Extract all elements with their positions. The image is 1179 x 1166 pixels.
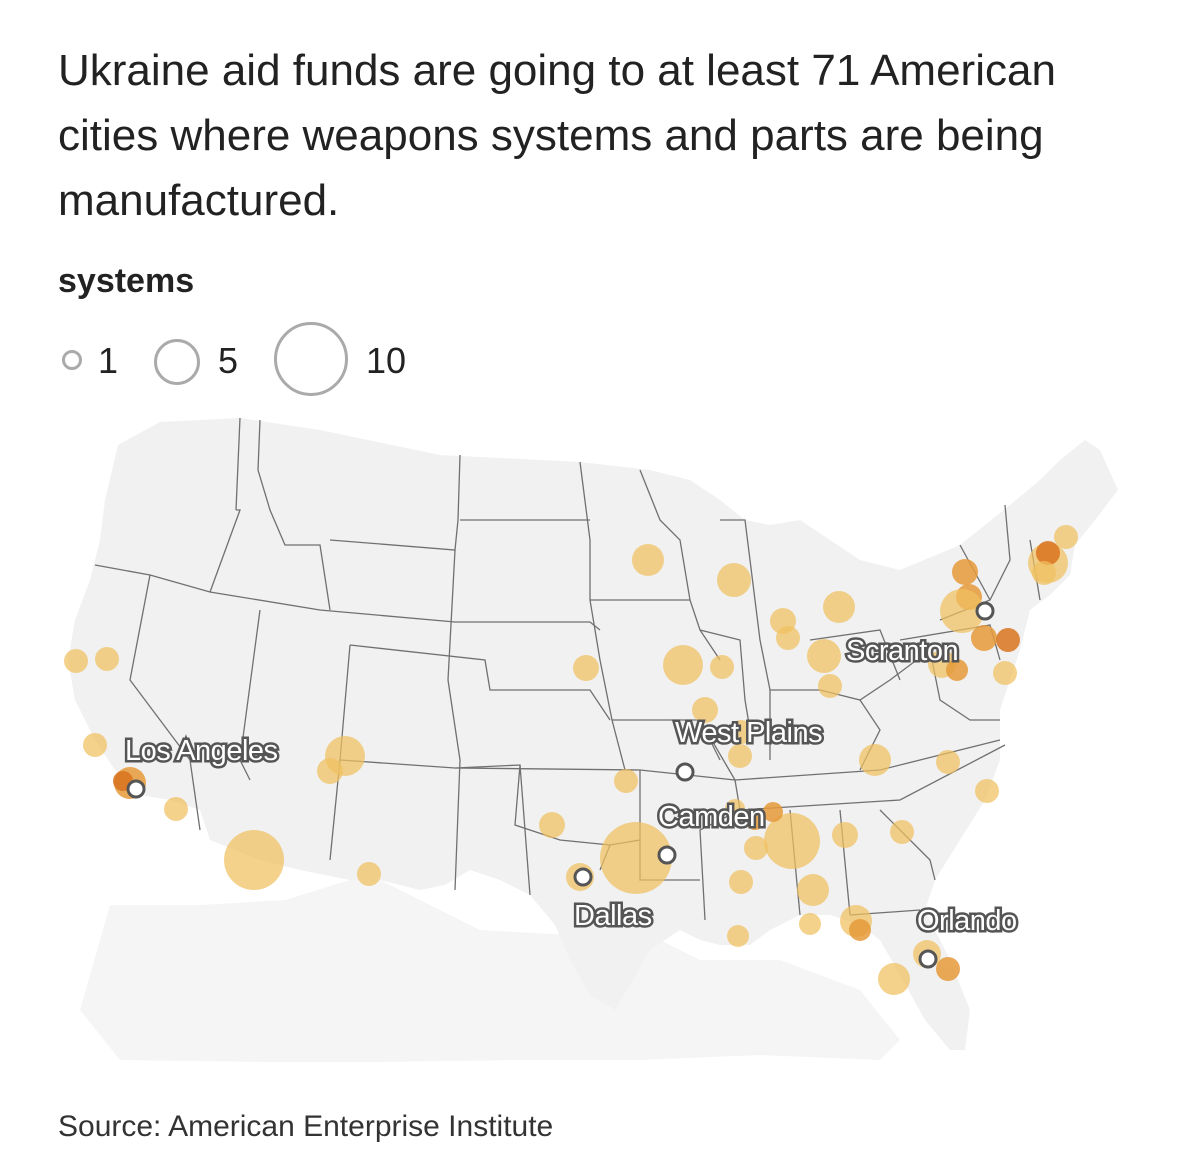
city-bubble <box>859 744 891 776</box>
city-bubble <box>357 862 381 886</box>
city-bubble <box>940 589 984 633</box>
city-bubble <box>1054 525 1078 549</box>
city-bubble <box>710 655 734 679</box>
us-land <box>68 418 1118 1050</box>
label-dallas: Dallas <box>574 900 652 932</box>
city-bubble <box>849 919 871 941</box>
marker-orlando <box>918 949 938 969</box>
city-bubble <box>993 661 1017 685</box>
city-bubble <box>818 674 842 698</box>
city-bubble <box>971 625 997 651</box>
legend-label-1: 1 <box>98 340 119 381</box>
city-bubbles <box>64 525 1078 995</box>
city-bubble <box>764 813 820 869</box>
city-bubble <box>1036 541 1060 565</box>
mexico-land <box>80 880 900 1062</box>
marker-west-plains <box>675 762 695 782</box>
city-bubble <box>763 802 783 822</box>
legend-circle-5 <box>154 339 200 385</box>
city-bubble <box>725 799 745 819</box>
label-west-plains: West Plains <box>675 717 822 749</box>
city-bubble <box>728 744 752 768</box>
city-bubble <box>95 647 119 671</box>
city-bubble <box>729 870 753 894</box>
label-orlando: Orlando <box>917 905 1017 937</box>
city-bubble <box>224 830 284 890</box>
city-bubble <box>946 659 968 681</box>
city-bubble <box>878 963 910 995</box>
headline: Ukraine aid funds are going to at least … <box>58 46 1056 225</box>
city-bubble <box>890 820 914 844</box>
city-bubble <box>614 769 638 793</box>
highlighted-markers <box>126 601 995 969</box>
marker-los-angeles <box>126 779 146 799</box>
city-labels: Los Angeles Scranton West Plains Camden … <box>123 633 1020 940</box>
city-bubble <box>936 957 960 981</box>
city-bubble <box>744 836 768 860</box>
city-bubble <box>975 779 999 803</box>
city-bubble <box>164 797 188 821</box>
city-bubble <box>952 559 978 585</box>
city-bubble <box>797 874 829 906</box>
city-bubble <box>317 758 343 784</box>
city-bubble <box>936 750 960 774</box>
city-bubble <box>729 720 753 744</box>
city-bubble <box>727 925 749 947</box>
marker-dallas <box>573 867 593 887</box>
city-bubble <box>663 645 703 685</box>
city-bubble <box>83 733 107 757</box>
city-bubble <box>600 822 672 894</box>
city-bubble <box>539 812 565 838</box>
city-bubble <box>1032 561 1056 585</box>
label-camden: Camden <box>658 801 765 833</box>
legend-circle-10 <box>274 322 348 396</box>
city-bubble <box>573 655 599 681</box>
city-bubble <box>996 628 1020 652</box>
label-los-angeles: Los Angeles <box>125 735 278 767</box>
city-bubble <box>832 822 858 848</box>
size-legend: 1 5 10 <box>58 318 478 402</box>
us-map: Los Angeles Scranton West Plains Camden … <box>64 417 1118 1062</box>
city-bubble <box>745 810 765 830</box>
city-bubble <box>799 913 821 935</box>
city-bubble <box>807 639 841 673</box>
source-note: Source: American Enterprise Institute <box>58 1110 554 1143</box>
city-bubble <box>692 697 718 723</box>
city-bubble <box>64 649 88 673</box>
city-bubble <box>776 626 800 650</box>
marker-camden <box>657 845 677 865</box>
city-bubble <box>717 563 751 597</box>
label-scranton: Scranton <box>846 635 958 667</box>
marker-scranton <box>975 601 995 621</box>
city-bubble <box>632 544 664 576</box>
legend-label-10: 10 <box>366 340 407 381</box>
city-bubble <box>823 591 855 623</box>
legend-title: systems <box>58 262 195 300</box>
legend-label-5: 5 <box>218 340 239 381</box>
legend-circle-1 <box>62 350 82 370</box>
